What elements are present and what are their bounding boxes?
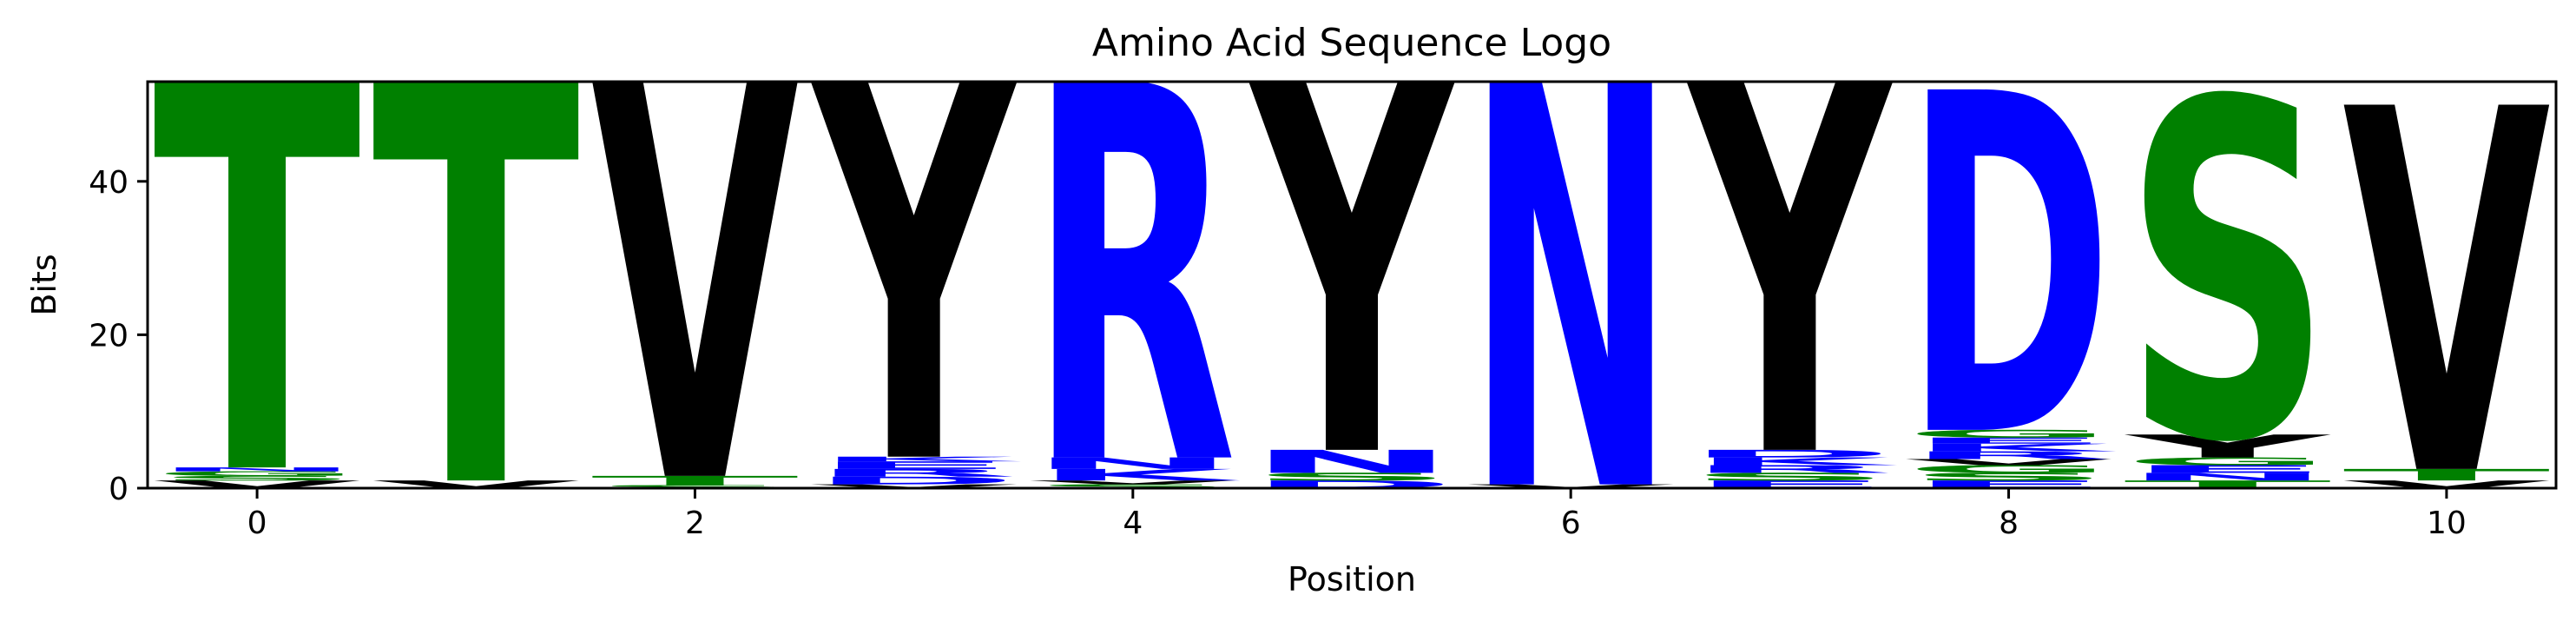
logo-letter-n: N bbox=[1248, 444, 1456, 480]
logo-letter-t: T bbox=[591, 473, 800, 488]
logo-letter-e: E bbox=[2124, 463, 2332, 475]
logo-letter-t: T bbox=[2124, 479, 2332, 491]
logo-letter-g: G bbox=[153, 470, 361, 477]
logo-letter-s: S bbox=[591, 485, 800, 490]
logo-letter-e: E bbox=[1905, 479, 2113, 491]
logo-letter-d: D bbox=[810, 474, 1018, 486]
logo-letter-n: N bbox=[153, 466, 361, 473]
logo-letter-v: V bbox=[372, 479, 581, 491]
x-tick-label: 6 bbox=[1561, 506, 1581, 541]
logo-letter-e: E bbox=[810, 459, 1018, 472]
logo-letter-s: S bbox=[1029, 483, 1237, 489]
plot-frame bbox=[146, 80, 2558, 490]
logo-letter-r: R bbox=[1686, 463, 1894, 475]
x-tick-label: 4 bbox=[1123, 506, 1143, 541]
logo-letter-r: R bbox=[1029, 0, 1237, 579]
logo-letter-s: S bbox=[153, 474, 361, 481]
x-tick-label: 2 bbox=[685, 506, 705, 541]
logo-letter-r: R bbox=[810, 467, 1018, 479]
logo-letter-e: E bbox=[1905, 436, 2113, 446]
y-tick-label: 20 bbox=[89, 318, 128, 354]
x-tick-label: 0 bbox=[247, 506, 267, 541]
logo-letter-t: T bbox=[153, 0, 362, 593]
logo-letter-n: N bbox=[2124, 471, 2332, 483]
logo-letter-n: N bbox=[1029, 454, 1237, 473]
x-tick-label: 8 bbox=[1999, 506, 2019, 541]
logo-letter-v: V bbox=[153, 479, 361, 491]
logo-letter-e: E bbox=[1686, 479, 1894, 491]
x-tick-label: 10 bbox=[2427, 506, 2467, 541]
logo-letter-s: S bbox=[1905, 471, 2113, 483]
logo-letter-k: K bbox=[1033, 466, 1241, 484]
logo-letter-g: G bbox=[1905, 463, 2113, 475]
y-tick-label: 0 bbox=[109, 472, 128, 507]
logo-letter-s: S bbox=[1686, 471, 1894, 483]
y-axis-label: Bits bbox=[25, 254, 63, 315]
logo-letter-d: D bbox=[1686, 447, 1894, 459]
logo-letter-s: S bbox=[2124, 5, 2332, 544]
axes: 0 2 4 6 8 10 0 20 40 bbox=[89, 165, 2467, 541]
logo-letter-d: D bbox=[1248, 479, 1456, 491]
logo-letter-t: T bbox=[2342, 466, 2551, 484]
logo-letter-y: Y bbox=[2124, 428, 2331, 465]
logo-letter-y: Y bbox=[1685, 0, 1894, 569]
logo-letter-g: G bbox=[2124, 455, 2332, 467]
logo-letter-k: K bbox=[1909, 441, 2117, 453]
y-tick-label: 40 bbox=[89, 165, 128, 201]
logo-letter-y: Y bbox=[1247, 0, 1455, 569]
logo-letter-s: S bbox=[1248, 471, 1456, 483]
logo-letter-k: K bbox=[1690, 455, 1898, 467]
logo-letter-v: V bbox=[591, 0, 801, 604]
logo-letter-v: V bbox=[1466, 483, 1675, 489]
logo-letter-k: K bbox=[814, 455, 1022, 462]
chart-title: Amino Acid Sequence Logo bbox=[1092, 21, 1611, 65]
logo-letter-v: V bbox=[1029, 479, 1237, 486]
logo-letter-r: R bbox=[1905, 449, 2113, 461]
logo-letter-t: T bbox=[372, 0, 581, 611]
logo-letter-y: Y bbox=[809, 0, 1018, 578]
logo-letter-g: G bbox=[1905, 427, 2113, 440]
x-axis-label: Position bbox=[1288, 560, 1416, 598]
logo-letter-v: V bbox=[810, 483, 1018, 489]
logo-letter-v: V bbox=[1905, 458, 2113, 467]
logo-letter-n: N bbox=[1466, 0, 1675, 615]
logo-letter-v: V bbox=[2342, 479, 2551, 491]
logo-letter-v: V bbox=[2342, 5, 2553, 587]
logo-letter-d: D bbox=[1905, 0, 2113, 540]
